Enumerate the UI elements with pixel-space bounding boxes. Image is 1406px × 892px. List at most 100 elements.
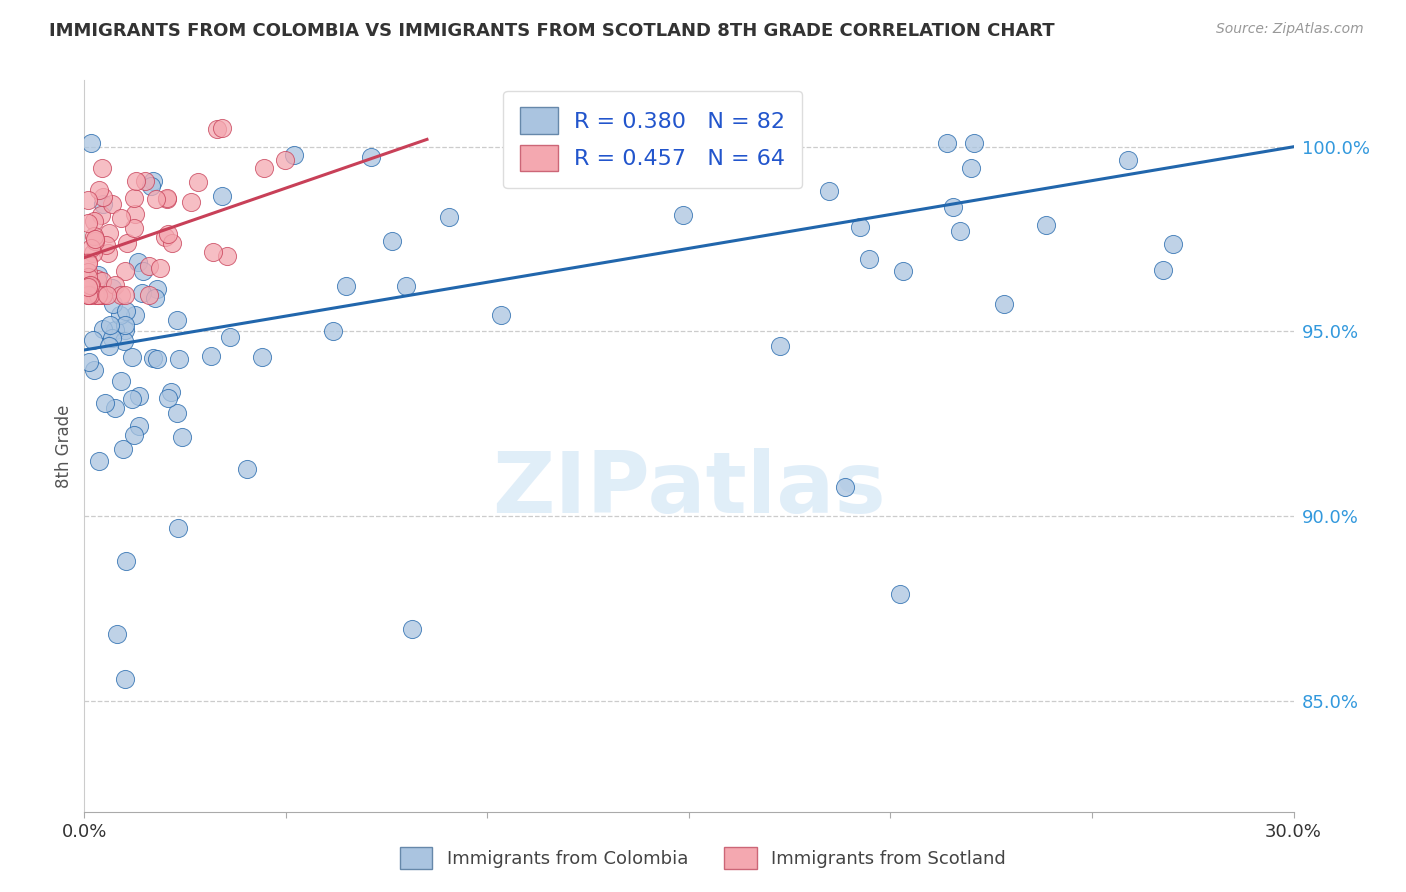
- Point: [77, 287, 100, 301]
- Point: [848, 220, 870, 235]
- Point: [160, 385, 183, 400]
- Point: [112, 334, 135, 348]
- Point: [942, 200, 965, 214]
- Point: [114, 263, 136, 277]
- Point: [104, 323, 127, 337]
- Point: [101, 296, 124, 310]
- Point: [84, 234, 107, 248]
- Point: [87, 454, 110, 468]
- Point: [101, 331, 124, 345]
- Point: [87, 183, 110, 197]
- Point: [166, 313, 188, 327]
- Point: [211, 121, 233, 136]
- Point: [1035, 218, 1057, 232]
- Point: [114, 287, 136, 301]
- Point: [167, 351, 190, 366]
- Point: [568, 136, 591, 150]
- Point: [253, 161, 276, 175]
- Point: [104, 401, 127, 415]
- Point: [155, 229, 177, 244]
- Point: [187, 175, 209, 189]
- Point: [91, 287, 114, 301]
- Point: [170, 430, 193, 444]
- Point: [112, 442, 135, 456]
- Point: [162, 235, 184, 250]
- Point: [157, 391, 180, 405]
- Point: [124, 308, 146, 322]
- Point: [236, 461, 259, 475]
- Text: Source: ZipAtlas.com: Source: ZipAtlas.com: [1216, 22, 1364, 37]
- Text: IMMIGRANTS FROM COLOMBIA VS IMMIGRANTS FROM SCOTLAND 8TH GRADE CORRELATION CHART: IMMIGRANTS FROM COLOMBIA VS IMMIGRANTS F…: [49, 22, 1054, 40]
- Point: [80, 277, 103, 292]
- Point: [100, 281, 122, 295]
- Point: [77, 287, 100, 301]
- Point: [180, 195, 202, 210]
- Point: [97, 246, 120, 260]
- Point: [80, 241, 103, 255]
- Point: [283, 148, 305, 162]
- Point: [157, 227, 180, 242]
- Point: [83, 228, 105, 243]
- Y-axis label: 8th Grade: 8th Grade: [55, 404, 73, 488]
- Point: [77, 265, 100, 279]
- Point: [252, 350, 274, 364]
- Point: [128, 418, 150, 433]
- Point: [437, 211, 460, 225]
- Point: [97, 339, 120, 353]
- Point: [110, 308, 132, 322]
- Point: [82, 333, 104, 347]
- Point: [87, 287, 110, 301]
- Point: [489, 308, 512, 322]
- Point: [335, 278, 357, 293]
- Point: [77, 269, 100, 284]
- Point: [91, 161, 114, 176]
- Point: [86, 272, 108, 286]
- Point: [1116, 153, 1139, 167]
- Point: [104, 278, 127, 293]
- Text: ZIPatlas: ZIPatlas: [492, 449, 886, 532]
- Point: [128, 388, 150, 402]
- Point: [948, 224, 970, 238]
- Point: [142, 351, 165, 366]
- Point: [141, 179, 163, 194]
- Point: [101, 197, 124, 211]
- Point: [818, 185, 841, 199]
- Point: [87, 268, 110, 282]
- Point: [80, 136, 103, 150]
- Point: [83, 363, 105, 377]
- Point: [131, 286, 153, 301]
- Point: [77, 193, 100, 207]
- Point: [322, 324, 344, 338]
- Point: [395, 279, 418, 293]
- Point: [138, 259, 160, 273]
- Point: [138, 287, 160, 301]
- Point: [98, 226, 121, 240]
- Point: [77, 254, 100, 268]
- Point: [110, 287, 132, 301]
- Point: [77, 280, 100, 294]
- Point: [122, 427, 145, 442]
- Point: [858, 252, 880, 266]
- Point: [360, 151, 382, 165]
- Point: [125, 174, 148, 188]
- Point: [149, 261, 172, 276]
- Point: [79, 277, 101, 292]
- Point: [145, 352, 167, 367]
- Point: [217, 249, 239, 263]
- Point: [143, 291, 166, 305]
- Point: [401, 622, 423, 636]
- Point: [131, 264, 153, 278]
- Point: [114, 672, 136, 686]
- Point: [142, 174, 165, 188]
- Point: [110, 211, 132, 225]
- Point: [156, 191, 179, 205]
- Point: [83, 232, 105, 246]
- Point: [94, 396, 117, 410]
- Point: [156, 193, 179, 207]
- Point: [77, 279, 100, 293]
- Point: [91, 287, 114, 301]
- Point: [77, 355, 100, 369]
- Point: [166, 406, 188, 420]
- Point: [91, 322, 114, 336]
- Point: [963, 136, 986, 150]
